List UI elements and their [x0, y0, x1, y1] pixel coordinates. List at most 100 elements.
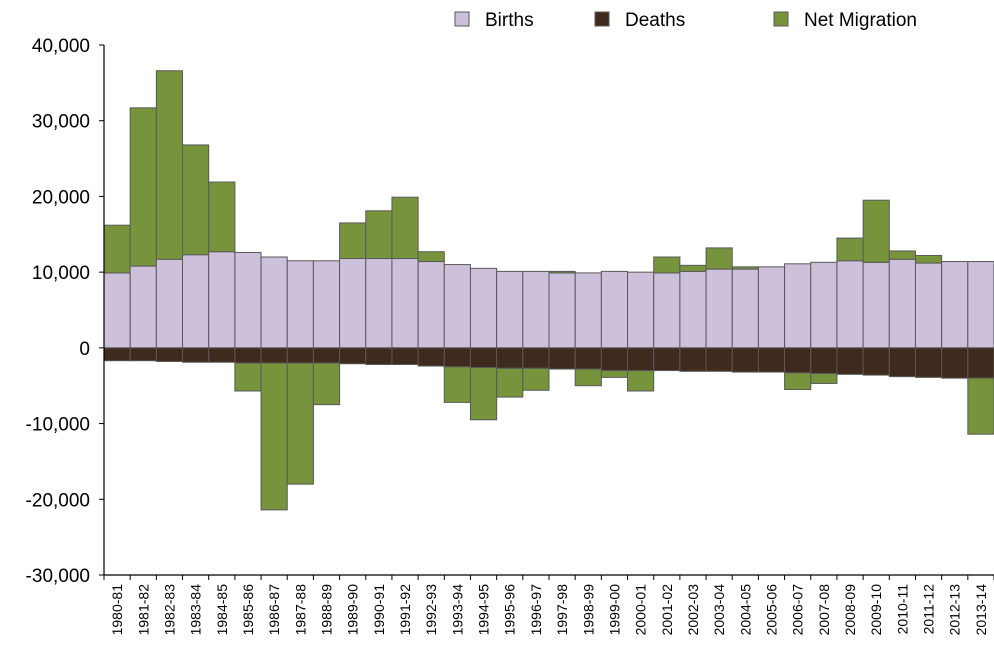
x-category-label: 2002-03: [685, 584, 701, 636]
bar-births-1990-91: [365, 258, 393, 349]
bar-births-2006-07: [784, 263, 812, 349]
bar-deaths-2011-12: [914, 347, 943, 378]
x-category-label: 1986-87: [266, 584, 282, 636]
x-category-label: 2000-01: [633, 584, 649, 636]
bar-deaths-1986-87: [260, 347, 288, 364]
x-category-label: 1984-85: [214, 584, 230, 636]
legend-swatch: [594, 11, 610, 27]
bar-births-1980-81: [103, 272, 131, 349]
x-category-label: 1980-81: [109, 584, 125, 636]
bar-births-2008-09: [836, 260, 864, 349]
bar-net-migration-1994-95: [469, 367, 498, 421]
bar-deaths-1984-85: [208, 347, 236, 363]
bar-births-2003-04: [705, 268, 733, 349]
bar-net-migration-2009-10: [862, 199, 890, 263]
bar-deaths-1998-99: [574, 347, 602, 370]
bar-net-migration-2011-12: [914, 254, 943, 264]
bar-net-migration-1993-94: [443, 366, 471, 403]
bar-births-2009-10: [862, 261, 890, 349]
bar-deaths-1993-94: [443, 347, 471, 368]
x-category-label: 2010-11: [894, 584, 910, 635]
bar-deaths-2005-06: [757, 347, 786, 373]
bar-births-1996-97: [522, 270, 550, 349]
bar-deaths-1985-86: [234, 347, 262, 364]
bar-deaths-2010-11: [888, 347, 916, 378]
bar-deaths-2006-07: [784, 347, 812, 374]
bar-deaths-1980-81: [103, 347, 131, 362]
bar-deaths-1995-96: [496, 347, 524, 369]
x-category-label: 1998-99: [580, 584, 596, 636]
x-category-label: 1997-98: [554, 584, 570, 636]
bar-deaths-1983-84: [182, 347, 210, 363]
bar-net-migration-2013-14: [967, 377, 994, 435]
bar-births-2005-06: [757, 266, 786, 349]
x-category-label: 2012-13: [947, 584, 963, 636]
bar-net-migration-1992-93: [417, 251, 445, 263]
x-category-label: 1983-84: [188, 584, 204, 636]
bar-deaths-2003-04: [705, 347, 733, 372]
bar-net-migration-2007-08: [810, 373, 838, 384]
bar-births-2004-05: [731, 268, 759, 349]
bar-net-migration-2001-02: [653, 256, 681, 274]
x-category-label: 1993-94: [449, 584, 465, 636]
bar-net-migration-1997-98: [548, 270, 576, 274]
bar-net-migration-1996-97: [522, 367, 550, 391]
x-category-label: 1985-86: [240, 584, 256, 636]
x-category-label: 1981-82: [135, 584, 151, 636]
bar-births-1986-87: [260, 256, 288, 349]
bar-deaths-2001-02: [653, 347, 681, 372]
bar-births-1997-98: [548, 272, 576, 349]
x-category-label: 1995-96: [502, 584, 518, 636]
bar-deaths-1988-89: [312, 347, 341, 364]
x-category-label: 1989-90: [345, 584, 361, 636]
bar-net-migration-1995-96: [496, 367, 524, 398]
bar-births-1985-86: [234, 251, 262, 349]
bar-births-2002-03: [679, 270, 707, 349]
bar-births-2012-13: [941, 261, 969, 349]
bar-net-migration-2002-03: [679, 264, 707, 272]
bar-net-migration-2006-07: [784, 372, 812, 390]
bar-net-migration-1982-83: [155, 70, 184, 260]
bar-births-1983-84: [182, 254, 210, 349]
bar-deaths-1994-95: [469, 347, 498, 369]
x-category-label: 2001-02: [659, 584, 675, 636]
bar-deaths-1987-88: [286, 347, 314, 364]
bar-deaths-1992-93: [417, 347, 445, 367]
x-category-label: 2011-12: [921, 584, 937, 635]
bar-births-2010-11: [888, 258, 916, 349]
bar-deaths-2002-03: [679, 347, 707, 372]
bar-deaths-1991-92: [391, 347, 419, 366]
y-tick-label: 20,000: [32, 187, 90, 208]
bar-births-2001-02: [653, 272, 681, 349]
bar-births-1988-89: [312, 260, 341, 349]
bar-deaths-2007-08: [810, 347, 838, 375]
bar-net-migration-1980-81: [103, 224, 131, 274]
legend-label: Deaths: [625, 10, 685, 31]
bar-births-2000-01: [627, 271, 655, 349]
bar-net-migration-1987-88: [286, 362, 314, 485]
legend: Births Deaths Net Migration: [454, 10, 917, 31]
bar-births-1993-94: [443, 264, 471, 349]
bar-deaths-2008-09: [836, 347, 864, 375]
legend-label: Births: [485, 10, 534, 31]
legend-swatch: [454, 11, 470, 27]
bar-births-1984-85: [208, 251, 236, 349]
bar-deaths-1982-83: [155, 347, 184, 362]
bar-net-migration-1990-91: [365, 210, 393, 260]
bar-deaths-1996-97: [522, 347, 550, 369]
bar-deaths-2009-10: [862, 347, 890, 376]
bar-births-1981-82: [129, 265, 157, 349]
bar-net-migration-2008-09: [836, 237, 864, 262]
bar-births-1989-90: [339, 258, 367, 349]
bar-deaths-2013-14: [967, 347, 994, 379]
y-tick-label: -30,000: [26, 566, 90, 587]
x-category-label: 1994-95: [476, 584, 492, 636]
x-category-label: 1999-00: [606, 584, 622, 636]
x-category-label: 2013-14: [973, 584, 989, 636]
bar-net-migration-1981-82: [129, 107, 157, 267]
bar-net-migration-1999-00: [600, 370, 629, 378]
legend-label: Net Migration: [804, 10, 917, 31]
y-tick-label: -10,000: [26, 415, 90, 436]
y-tick-label: 40,000: [32, 36, 90, 57]
bar-births-2011-12: [914, 262, 943, 349]
